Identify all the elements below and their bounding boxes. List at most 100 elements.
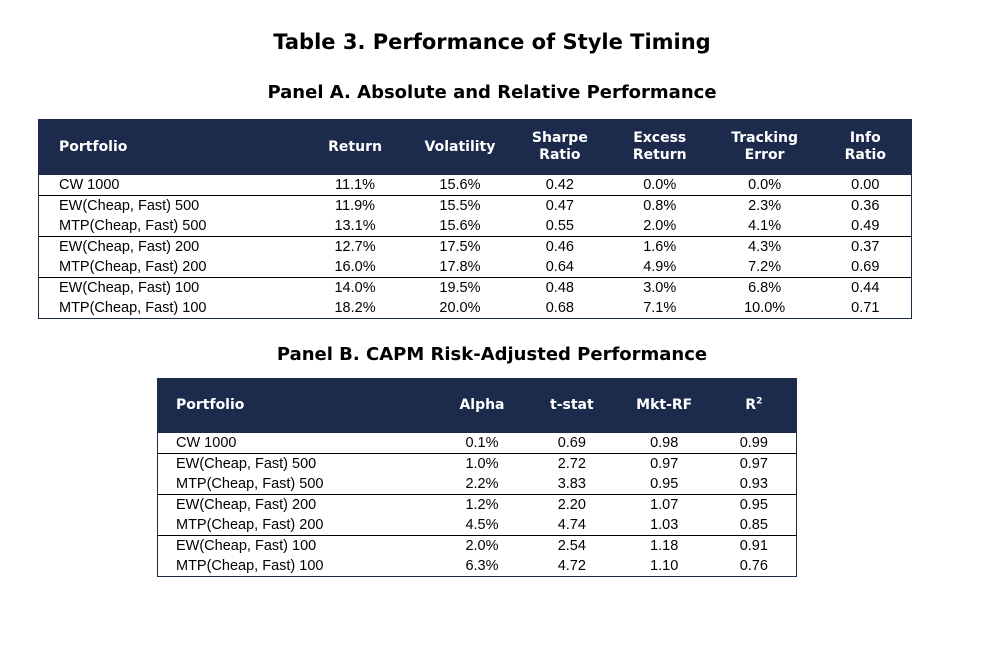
- value-cell: 0.93: [739, 475, 768, 492]
- value-cell: 0.95: [711, 493, 797, 515]
- value-cell: 0.1%: [465, 434, 499, 451]
- value-cell: 13.1%: [334, 217, 376, 234]
- value-cell: 0.76: [739, 557, 768, 574]
- value-cell: 0.47: [509, 194, 610, 216]
- value-cell: 0.46: [509, 235, 610, 257]
- value-cell: 0.48: [509, 276, 610, 298]
- column-header: R2: [712, 379, 797, 433]
- value-cell: 0.71: [851, 299, 880, 316]
- table-row: EW(Cheap, Fast) 500 11.9% 15.5% 0.47 0.8% 2.3…: [38, 194, 912, 216]
- column-header: Info Ratio: [844, 130, 886, 164]
- value-cell: 4.5%: [465, 516, 499, 533]
- value-cell: 0.97: [711, 452, 797, 474]
- value-cell: 18.2%: [334, 299, 376, 316]
- table-row: EW(Cheap, Fast) 200 1.2% 2.20 1.07 0.95: [157, 493, 797, 515]
- value-cell: 0.36: [819, 194, 912, 216]
- value-cell: 0.69: [851, 258, 880, 275]
- table-row: CW 1000 0.1% 0.69 0.98 0.99: [158, 433, 797, 454]
- value-cell: 4.74: [557, 516, 586, 533]
- panel-b-title: Panel B. CAPM Risk-Adjusted Performance: [276, 344, 708, 365]
- table-row: MTP(Cheap, Fast) 500 2.2% 3.83 0.95 0.93: [158, 474, 797, 495]
- value-cell: 0.64: [545, 258, 574, 275]
- value-cell: 0.44: [819, 276, 912, 298]
- table-row: EW(Cheap, Fast) 100 2.0% 2.54 1.18 0.91: [157, 534, 797, 556]
- value-cell: 2.0%: [437, 534, 527, 556]
- column-header: Portfolio: [59, 138, 128, 155]
- column-header: Portfolio: [176, 397, 245, 414]
- portfolio-cell: EW(Cheap, Fast) 500: [38, 194, 301, 216]
- value-cell: 11.1%: [335, 176, 376, 193]
- table-row: MTP(Cheap, Fast) 200 16.0% 17.8% 0.64 4.9% 7.…: [39, 257, 912, 278]
- value-cell: 0.85: [739, 516, 768, 533]
- table-row: MTP(Cheap, Fast) 200 4.5% 4.74 1.03 0.85: [158, 515, 797, 536]
- value-cell: 2.20: [526, 493, 617, 515]
- portfolio-cell: CW 1000: [59, 176, 120, 193]
- value-cell: 3.0%: [609, 276, 710, 298]
- value-cell: 4.72: [557, 557, 586, 574]
- column-header: Alpha: [459, 397, 505, 414]
- table-row: MTP(Cheap, Fast) 500 13.1% 15.6% 0.55 2.0% 4.…: [39, 216, 912, 237]
- table-header-row: Portfolio Alpha t-stat Mkt-RF R2: [157, 378, 797, 433]
- value-cell: 17.8%: [439, 258, 481, 275]
- value-cell: 3.83: [557, 475, 586, 492]
- value-cell: 17.5%: [409, 235, 510, 257]
- value-cell: 15.6%: [439, 176, 481, 193]
- table-row: MTP(Cheap, Fast) 100 6.3% 4.72 1.10 0.76: [158, 556, 797, 577]
- value-cell: 20.0%: [439, 299, 481, 316]
- value-cell: 4.1%: [748, 217, 782, 234]
- value-cell: 0.42: [545, 176, 574, 193]
- value-cell: 2.54: [526, 534, 617, 556]
- value-cell: 1.0%: [437, 452, 527, 474]
- value-cell: 19.5%: [409, 276, 510, 298]
- table-row: CW 1000 11.1% 15.6% 0.42 0.0% 0.0% 0.00: [39, 175, 912, 196]
- portfolio-cell: EW(Cheap, Fast) 200: [38, 235, 301, 257]
- panel-a-table: Portfolio Return Volatility Sharpe Ratio…: [38, 119, 912, 319]
- value-cell: 11.9%: [300, 194, 410, 216]
- portfolio-cell: CW 1000: [176, 434, 237, 451]
- portfolio-cell: MTP(Cheap, Fast) 200: [59, 258, 207, 275]
- value-cell: 1.10: [650, 557, 679, 574]
- value-cell: 6.8%: [709, 276, 820, 298]
- table-row: EW(Cheap, Fast) 200 12.7% 17.5% 0.46 1.6% 4.3…: [38, 235, 912, 257]
- portfolio-cell: EW(Cheap, Fast) 500: [157, 452, 438, 474]
- value-cell: 0.99: [739, 434, 768, 451]
- column-header: Mkt-RF: [636, 397, 693, 414]
- value-cell: 2.2%: [465, 475, 499, 492]
- value-cell: 0.8%: [609, 194, 710, 216]
- page-title: Table 3. Performance of Style Timing: [273, 30, 711, 54]
- table-row: EW(Cheap, Fast) 500 1.0% 2.72 0.97 0.97: [157, 452, 797, 474]
- panel-b-table: Portfolio Alpha t-stat Mkt-RF R2 CW 1000…: [157, 378, 797, 577]
- portfolio-cell: MTP(Cheap, Fast) 100: [176, 557, 324, 574]
- value-cell: 0.91: [711, 534, 797, 556]
- column-header: Volatility: [424, 138, 496, 155]
- value-cell: 0.69: [557, 434, 586, 451]
- column-header: t-stat: [550, 397, 594, 414]
- value-cell: 6.3%: [465, 557, 499, 574]
- value-cell: 1.6%: [609, 235, 710, 257]
- value-cell: 0.97: [616, 452, 712, 474]
- r-squared-superscript: 2: [756, 396, 763, 407]
- value-cell: 0.55: [545, 217, 574, 234]
- portfolio-cell: EW(Cheap, Fast) 200: [157, 493, 438, 515]
- value-cell: 7.2%: [748, 258, 782, 275]
- table-row: EW(Cheap, Fast) 100 14.0% 19.5% 0.48 3.0% 6.8…: [38, 276, 912, 298]
- value-cell: 1.07: [616, 493, 712, 515]
- value-cell: 16.0%: [334, 258, 376, 275]
- value-cell: 0.95: [650, 475, 679, 492]
- table-header-row: Portfolio Return Volatility Sharpe Ratio…: [38, 119, 912, 175]
- column-header: Excess Return: [632, 130, 687, 164]
- portfolio-cell: MTP(Cheap, Fast) 500: [176, 475, 324, 492]
- value-cell: 0.0%: [748, 176, 782, 193]
- value-cell: 14.0%: [300, 276, 410, 298]
- portfolio-cell: MTP(Cheap, Fast) 200: [176, 516, 324, 533]
- portfolio-cell: EW(Cheap, Fast) 100: [157, 534, 438, 556]
- value-cell: 0.37: [819, 235, 912, 257]
- value-cell: 0.49: [851, 217, 880, 234]
- value-cell: 12.7%: [300, 235, 410, 257]
- value-cell: 1.03: [650, 516, 679, 533]
- value-cell: 10.0%: [744, 299, 786, 316]
- column-header: Tracking Error: [731, 130, 799, 164]
- value-cell: 15.6%: [439, 217, 481, 234]
- value-cell: 2.3%: [709, 194, 820, 216]
- table-row: MTP(Cheap, Fast) 100 18.2% 20.0% 0.68 7.1% 10…: [39, 298, 912, 319]
